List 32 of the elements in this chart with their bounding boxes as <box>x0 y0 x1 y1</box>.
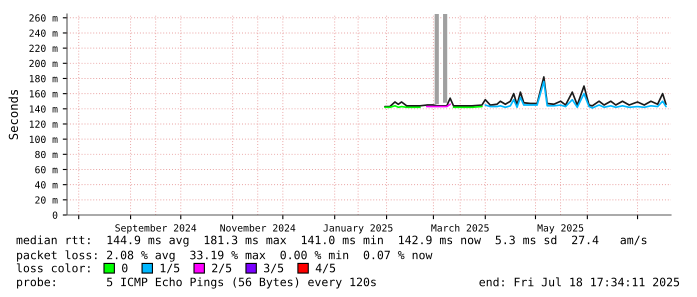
x-tick-label: January 2025 <box>324 224 392 234</box>
y-tick-label: 40 m <box>35 181 58 189</box>
y-tick-label: 220 m <box>29 44 58 52</box>
text: packet loss: 2.08 % avg 33.19 % max 0.00 % min 0.07 % now <box>17 250 432 262</box>
y-tick-label: 260 m <box>29 14 58 22</box>
x-tick-label: May 2025 <box>538 224 584 234</box>
y-tick-label: 60 m <box>35 166 58 174</box>
line-series <box>484 80 667 109</box>
x-tick-label: November 2024 <box>220 224 296 232</box>
text: median rtt: 144.9 ms avg 181.3 ms max 141.0 ms min 142.9 ms now 5.3 ms sd 27.4 am/s <box>16 235 646 247</box>
y-tick-label: 100 m <box>30 136 58 144</box>
y-tick-label: 160 m <box>30 90 58 98</box>
line-series <box>384 76 667 108</box>
text: loss color: <box>16 263 90 272</box>
y-tick-label: 120 m <box>30 120 58 128</box>
y-tick-label: 20 m <box>35 196 58 204</box>
text: end: Fri Jul 18 17:34:11 2025 <box>479 277 680 286</box>
x-tick-label: March 2025 <box>431 224 489 232</box>
y-tick-label: 240 m <box>29 29 58 37</box>
legend-label: 1/5 <box>160 264 180 274</box>
y-tick-label: 180 m <box>30 74 58 82</box>
x-tick-label: September 2024 <box>115 224 196 234</box>
legend-label: 0 <box>122 264 128 272</box>
legend-label: 4/5 <box>316 264 336 274</box>
y-tick-label: 80 m <box>35 150 58 158</box>
y-tick-label: 0 <box>52 212 58 219</box>
y-tick-label: 140 m <box>30 105 58 113</box>
legend-label: 2/5 <box>212 264 232 274</box>
legend-label: 3/5 <box>264 264 284 274</box>
text: probe: 5 ICMP Echo Pings (56 Bytes) every 120s <box>17 277 376 289</box>
y-axis-title: Seconds <box>8 90 18 140</box>
y-tick-label: 200 m <box>29 60 58 68</box>
